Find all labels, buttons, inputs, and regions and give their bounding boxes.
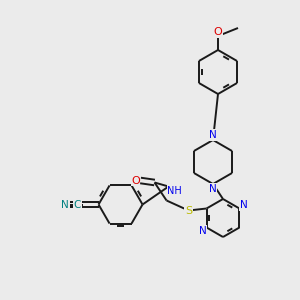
Text: O: O bbox=[131, 176, 140, 185]
Text: N: N bbox=[240, 200, 247, 211]
Text: N: N bbox=[199, 226, 206, 236]
Text: C: C bbox=[74, 200, 81, 209]
Text: N: N bbox=[209, 184, 217, 194]
Text: S: S bbox=[185, 206, 192, 215]
Text: NH: NH bbox=[167, 185, 182, 196]
Text: N: N bbox=[61, 200, 68, 209]
Text: O: O bbox=[214, 27, 222, 37]
Text: N: N bbox=[209, 130, 217, 140]
